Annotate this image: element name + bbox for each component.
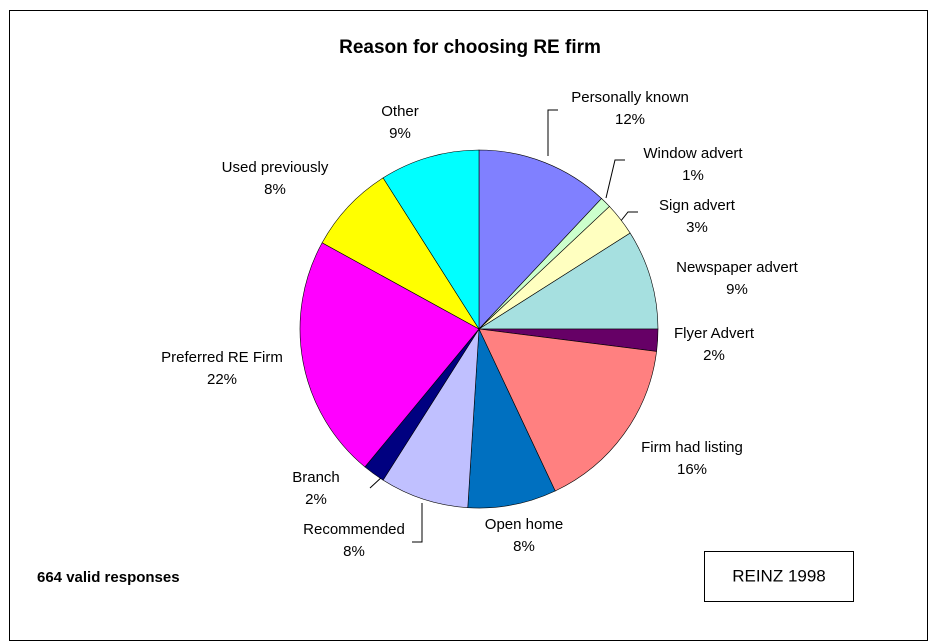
pie-slice <box>467 328 556 509</box>
slice-label: Used previously <box>222 159 329 176</box>
slice-value-label: 16% <box>677 461 707 478</box>
annotation: 664 valid responses <box>37 569 180 586</box>
slice-label: Other <box>381 103 419 120</box>
slice-label: Flyer Advert <box>674 325 755 342</box>
slice-value-label: 8% <box>513 538 535 555</box>
slice-value-label: 9% <box>726 281 748 298</box>
leader-lines <box>369 109 638 543</box>
slice-value-label: 22% <box>207 371 237 388</box>
pie-slice <box>478 149 602 330</box>
pie-slice <box>382 149 480 331</box>
slice-value-label: 8% <box>343 543 365 560</box>
slice-value-label: 1% <box>682 167 704 184</box>
slice-label: Personally known <box>571 89 689 106</box>
chart-title: Reason for choosing RE firm <box>339 37 601 58</box>
leader-line <box>619 211 638 223</box>
slice-value-label: 2% <box>305 491 327 508</box>
annotation: REINZ 1998 <box>732 566 826 585</box>
slice-label: Preferred RE Firm <box>161 349 283 366</box>
slice-value-label: 2% <box>703 347 725 364</box>
slice-label: Recommended <box>303 521 405 538</box>
slice-label: Firm had listing <box>641 439 743 456</box>
slice-label: Newspaper advert <box>676 259 799 276</box>
pie-slice <box>382 328 480 508</box>
pie-slice <box>477 232 659 330</box>
slice-value-label: 12% <box>615 111 645 128</box>
slice-value-label: 8% <box>264 181 286 198</box>
leader-line <box>605 159 625 199</box>
source-box <box>704 551 854 602</box>
pie-slice <box>321 177 480 330</box>
slice-label: Window advert <box>643 145 743 162</box>
leader-line <box>412 503 423 543</box>
pie-slice <box>299 242 480 468</box>
slice-label: Branch <box>292 469 340 486</box>
slice-value-label: 9% <box>389 125 411 142</box>
slice-label: Open home <box>485 516 563 533</box>
leader-line <box>547 109 558 156</box>
pie-slice <box>478 328 657 492</box>
slice-label: Sign advert <box>659 197 736 214</box>
slice-value-label: 3% <box>686 219 708 236</box>
